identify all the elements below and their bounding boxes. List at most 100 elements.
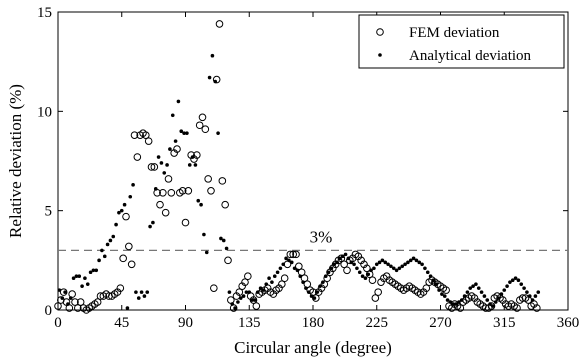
data-point-fem-deviation [133,153,142,161]
data-point-analytical-deviation [369,268,373,273]
data-point-fem-deviation [241,278,249,286]
data-point-analytical-deviation [386,262,390,267]
data-point-analytical-deviation [119,208,124,213]
data-point-analytical-deviation [250,298,254,302]
data-point-fem-deviation [292,250,300,259]
data-point-analytical-deviation [125,306,130,310]
data-point-fem-deviation [456,304,465,312]
data-point-analytical-deviation [451,302,456,306]
data-point-fem-deviation [244,272,252,281]
data-point-fem-deviation [76,298,85,306]
data-point-fem-deviation [181,218,190,227]
data-point-analytical-deviation [247,290,252,294]
data-point-analytical-deviation [170,113,175,118]
data-point-analytical-deviation [267,276,271,281]
data-point-analytical-deviation [179,129,184,133]
data-point-analytical-deviation [522,286,526,290]
legend-marker-fem-deviation [376,28,384,36]
data-point-analytical-deviation [380,258,385,263]
data-point-analytical-deviation [66,302,70,306]
data-point-analytical-deviation [258,286,263,290]
data-point-analytical-deviation [326,270,331,275]
data-point-fem-deviation [71,298,79,306]
data-point-analytical-deviation [309,294,314,298]
data-point-fem-deviation [533,304,541,312]
data-point-fem-deviation [125,242,133,251]
data-point-analytical-deviation [281,262,286,267]
data-point-fem-deviation [156,200,164,209]
data-point-analytical-deviation [111,234,116,239]
data-point-analytical-deviation [207,75,212,80]
data-point-fem-deviation [235,288,244,296]
data-point-analytical-deviation [425,270,430,275]
data-point-analytical-deviation [493,300,498,304]
data-point-analytical-deviation [423,266,427,271]
data-point-analytical-deviation [366,272,371,277]
data-point-analytical-deviation [434,282,439,286]
data-point-analytical-deviation [204,250,209,255]
data-point-analytical-deviation [74,274,79,279]
data-point-analytical-deviation [71,276,76,281]
data-point-analytical-deviation [210,53,215,58]
data-point-analytical-deviation [485,298,490,302]
data-point-analytical-deviation [445,298,450,302]
data-point-analytical-deviation [289,260,294,265]
data-point-analytical-deviation [349,260,354,265]
data-point-analytical-deviation [185,131,189,135]
data-point-analytical-deviation [264,282,269,286]
data-point-analytical-deviation [100,248,104,253]
data-point-analytical-deviation [275,270,280,275]
data-point-fem-deviation [198,113,207,122]
data-point-analytical-deviation [355,266,359,271]
data-point-analytical-deviation [468,286,473,290]
data-point-analytical-deviation [471,284,475,288]
y-tick-label: 10 [37,104,52,120]
data-point-analytical-deviation [261,288,266,292]
data-point-fem-deviation [487,302,496,310]
data-point-analytical-deviation [457,300,461,304]
data-point-analytical-deviation [519,282,524,286]
data-point-analytical-deviation [476,286,481,290]
data-point-analytical-deviation [343,252,348,257]
data-point-fem-deviation [164,175,173,183]
data-point-analytical-deviation [176,99,181,104]
data-point-fem-deviation [144,137,153,145]
x-tick-label: 0 [54,315,62,331]
data-point-analytical-deviation [60,296,65,300]
data-point-analytical-deviation [491,304,495,308]
data-point-analytical-deviation [182,131,186,135]
data-point-analytical-deviation [77,274,82,279]
data-point-analytical-deviation [142,294,147,298]
data-point-analytical-deviation [448,300,453,304]
data-point-fem-deviation [116,284,125,292]
data-point-fem-deviation [323,274,331,283]
data-point-analytical-deviation [391,266,396,271]
data-point-analytical-deviation [151,220,155,225]
data-point-analytical-deviation [122,202,127,207]
data-point-fem-deviation [320,280,329,288]
data-point-analytical-deviation [85,282,90,286]
series-layer [54,20,541,314]
x-tick-label: 360 [557,315,580,331]
data-point-fem-deviation [252,302,261,310]
data-point-analytical-deviation [420,262,424,267]
y-tick-label: 0 [45,303,53,319]
data-point-analytical-deviation [199,202,203,207]
data-point-analytical-deviation [536,290,541,294]
data-point-analytical-deviation [338,256,342,261]
data-point-analytical-deviation [377,260,382,265]
data-point-analytical-deviation [255,290,260,294]
data-point-analytical-deviation [202,232,206,237]
data-point-analytical-deviation [187,163,192,167]
data-point-fem-deviation [289,250,297,259]
data-point-analytical-deviation [236,300,240,304]
data-point-fem-deviation [278,280,286,288]
data-point-fem-deviation [59,288,68,296]
axis-titles: Circular angle (degree) Relative deviati… [6,84,392,357]
data-point-fem-deviation [286,250,295,259]
data-point-analytical-deviation [318,284,322,288]
data-point-analytical-deviation [165,163,169,167]
legend-label-analytical-deviation: Analytical deviation [409,48,532,64]
data-point-analytical-deviation [437,288,441,292]
data-point-analytical-deviation [219,236,223,241]
